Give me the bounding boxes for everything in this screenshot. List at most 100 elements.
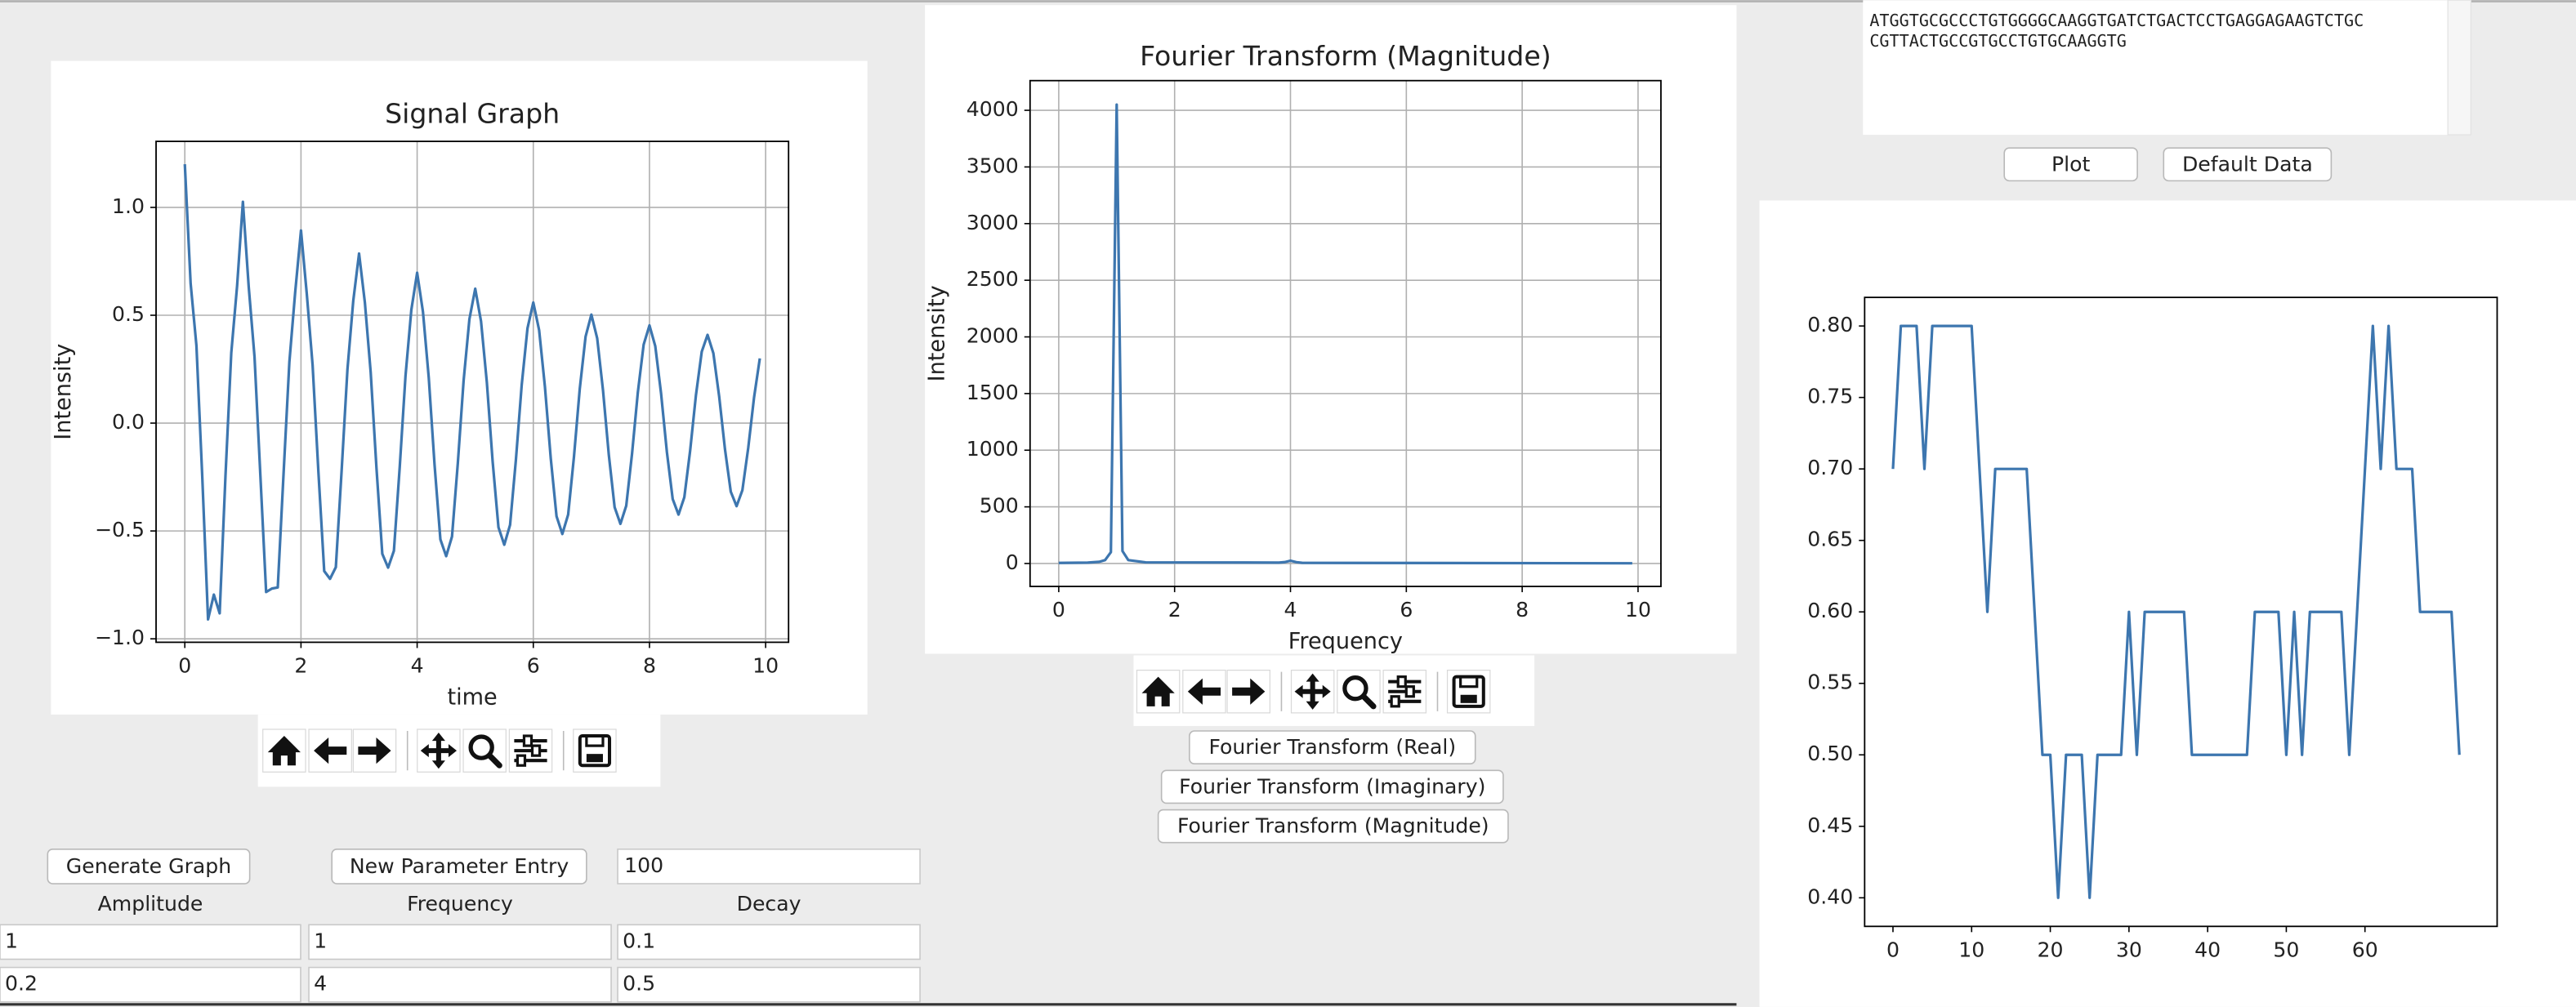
points-input[interactable] bbox=[617, 848, 921, 884]
y-tick-label: 2500 bbox=[967, 267, 1019, 291]
series-line bbox=[183, 164, 761, 622]
param-value: 1 bbox=[5, 929, 18, 952]
y-tick-label: 1.0 bbox=[112, 194, 145, 218]
zoom-handle bbox=[1360, 693, 1377, 710]
x-tick-label: 20 bbox=[2038, 938, 2064, 961]
x-tick-label: 60 bbox=[2352, 938, 2378, 961]
signal-panel bbox=[51, 60, 868, 715]
tool-icon bbox=[578, 734, 612, 768]
x-tick-label: 4 bbox=[411, 654, 424, 678]
save-slot bbox=[1460, 694, 1477, 703]
y-tick-label: 1000 bbox=[967, 437, 1019, 461]
y-tick-label: 2000 bbox=[967, 324, 1019, 348]
tool-icon bbox=[514, 734, 547, 767]
chart-title: Fourier Transform (Magnitude) bbox=[1140, 40, 1551, 72]
x-tick-label: 10 bbox=[752, 654, 779, 678]
tool-icon bbox=[1141, 676, 1175, 706]
button[interactable] bbox=[1160, 769, 1504, 804]
forward-icon bbox=[1232, 678, 1266, 705]
y-tick-label: 1500 bbox=[967, 381, 1019, 404]
zoom-handle bbox=[486, 752, 502, 769]
tool-icon bbox=[1294, 673, 1331, 710]
button[interactable] bbox=[2003, 147, 2138, 182]
tool-icon bbox=[358, 737, 391, 764]
button-label: New Parameter Entry bbox=[350, 854, 569, 878]
chart-title: Signal Graph bbox=[385, 97, 560, 129]
series-line bbox=[1058, 103, 1632, 565]
button[interactable] bbox=[2163, 147, 2333, 182]
y-tick-label: 3500 bbox=[967, 154, 1019, 177]
param-input[interactable] bbox=[308, 924, 612, 960]
x-tick-label: 8 bbox=[1516, 598, 1529, 622]
axes-frame bbox=[155, 140, 790, 644]
home-icon bbox=[267, 736, 301, 766]
slider-knob bbox=[530, 744, 542, 757]
y-tick-label: 0 bbox=[1006, 550, 1019, 574]
param-input[interactable] bbox=[617, 966, 921, 1003]
tool-icon bbox=[1187, 678, 1221, 705]
y-tick-label: 4000 bbox=[967, 97, 1019, 121]
x-tick-label: 0 bbox=[178, 654, 191, 678]
y-tick-label: 0.70 bbox=[1807, 456, 1853, 479]
x-axis-label: time bbox=[447, 684, 497, 710]
param-input[interactable] bbox=[617, 924, 921, 960]
pan-icon bbox=[420, 733, 458, 769]
button[interactable] bbox=[1157, 809, 1509, 844]
x-tick-label: 50 bbox=[2273, 938, 2299, 961]
tool-icon bbox=[1232, 678, 1266, 705]
x-axis-label: Frequency bbox=[1288, 629, 1403, 654]
y-tick-label: −0.5 bbox=[95, 518, 145, 541]
y-axis-label: Intensity bbox=[51, 344, 76, 440]
x-tick-label: 6 bbox=[1400, 598, 1413, 622]
zoom-icon bbox=[1342, 675, 1368, 702]
zoom-icon bbox=[468, 734, 494, 760]
button-label: Fourier Transform (Imaginary) bbox=[1179, 774, 1485, 798]
save-slot bbox=[586, 754, 603, 763]
y-tick-label: 3000 bbox=[967, 211, 1019, 234]
x-tick-label: 2 bbox=[1168, 598, 1181, 622]
param-input[interactable] bbox=[308, 966, 612, 1003]
scrollbar[interactable] bbox=[2447, 0, 2471, 136]
back-icon bbox=[314, 737, 347, 764]
y-tick-label: 0.80 bbox=[1807, 313, 1853, 336]
param-value: 4 bbox=[314, 972, 327, 996]
points-value: 100 bbox=[624, 853, 663, 877]
x-tick-label: 8 bbox=[643, 654, 656, 678]
param-input[interactable] bbox=[0, 966, 301, 1003]
button[interactable] bbox=[331, 848, 587, 884]
button[interactable] bbox=[47, 848, 251, 884]
home-icon bbox=[1141, 676, 1175, 706]
x-tick-label: 0 bbox=[1052, 598, 1065, 622]
y-tick-label: 0.75 bbox=[1807, 385, 1853, 408]
x-tick-label: 4 bbox=[1284, 598, 1297, 622]
sequence-box[interactable] bbox=[1863, 0, 2471, 136]
y-tick-label: 500 bbox=[980, 494, 1019, 518]
y-tick-label: 0.45 bbox=[1807, 813, 1853, 837]
forward-icon bbox=[358, 737, 391, 764]
x-tick-label: 6 bbox=[527, 654, 540, 678]
pan-icon bbox=[1294, 673, 1331, 710]
y-tick-label: 0.65 bbox=[1807, 528, 1853, 551]
slider-knob bbox=[1390, 695, 1400, 708]
series-line bbox=[1891, 324, 2461, 899]
param-value: 1 bbox=[314, 929, 327, 952]
back-icon bbox=[1187, 678, 1221, 705]
save-label bbox=[1459, 675, 1479, 688]
save-label bbox=[585, 734, 605, 747]
axes-frame bbox=[1864, 296, 2498, 928]
button[interactable] bbox=[1189, 730, 1476, 765]
param-input[interactable] bbox=[0, 924, 301, 960]
param-value: 0.2 bbox=[5, 972, 38, 996]
param-header: Amplitude bbox=[98, 892, 203, 916]
param-value: 0.1 bbox=[623, 929, 655, 952]
tool-icon bbox=[1388, 675, 1422, 708]
x-tick-label: 10 bbox=[1958, 938, 1984, 961]
slider-knob bbox=[1396, 675, 1407, 688]
y-tick-label: 0.55 bbox=[1807, 671, 1853, 694]
y-axis-label: Intensity bbox=[925, 285, 950, 381]
tool-icon bbox=[314, 737, 347, 764]
gc-panel bbox=[1759, 200, 2576, 1007]
slider-knob bbox=[516, 754, 527, 767]
y-tick-label: 0.5 bbox=[112, 302, 145, 326]
